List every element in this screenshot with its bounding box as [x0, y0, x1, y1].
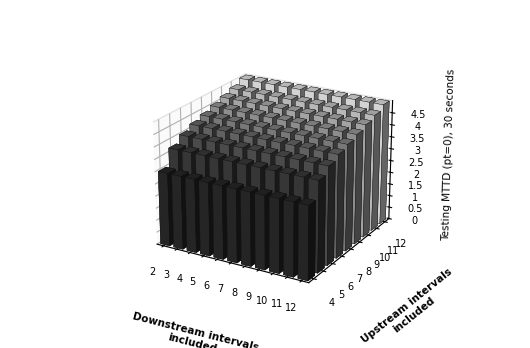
Y-axis label: Upstream intervals
included: Upstream intervals included: [360, 266, 461, 348]
X-axis label: Downstream intervals
included: Downstream intervals included: [129, 311, 260, 348]
